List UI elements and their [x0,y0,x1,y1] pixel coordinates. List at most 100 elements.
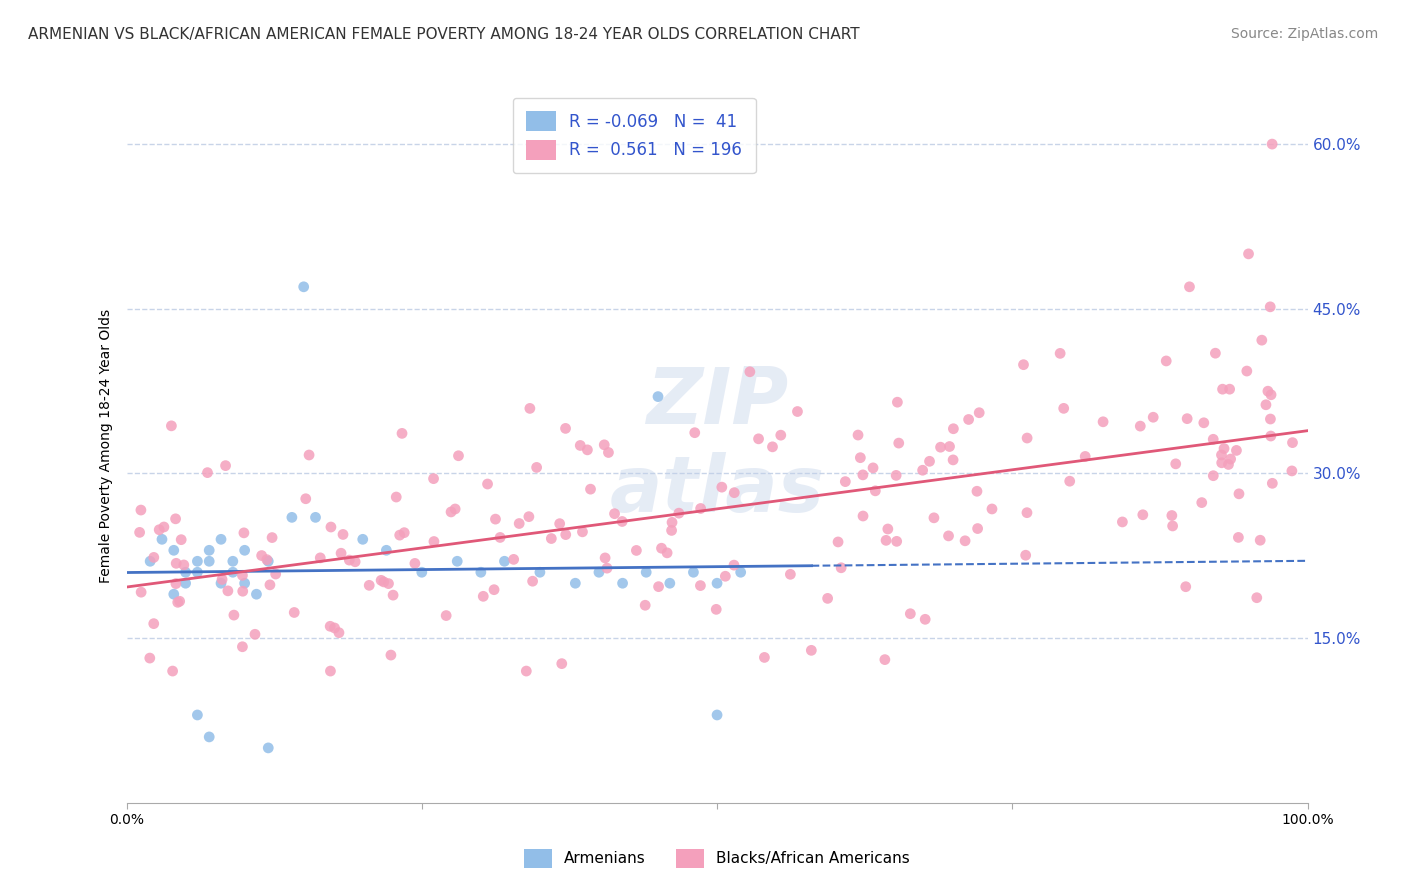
Point [634,599,657,613]
Point [769,428,792,442]
Point [375,543,398,558]
Point [1260,429,1282,443]
Point [319,520,342,534]
Point [1164,457,1187,471]
Point [217,583,239,598]
Point [163,543,186,558]
Point [588,566,610,580]
Point [626,543,648,558]
Point [873,652,896,666]
Point [1142,410,1164,425]
Point [129,503,152,517]
Point [380,648,402,662]
Point [1219,452,1241,467]
Point [603,507,626,521]
Point [887,436,910,450]
Point [876,522,898,536]
Point [849,450,872,465]
Point [444,502,467,516]
Point [579,482,602,496]
Point [706,708,728,723]
Point [262,531,284,545]
Point [1160,508,1182,523]
Point [165,512,187,526]
Point [1225,443,1247,458]
Point [612,515,634,529]
Point [714,569,737,583]
Point [385,490,408,504]
Point [422,472,444,486]
Point [938,440,960,454]
Point [1258,300,1281,314]
Point [165,576,187,591]
Point [967,406,990,420]
Point [153,520,176,534]
Point [170,533,193,547]
Point [953,533,976,548]
Point [1092,415,1115,429]
Point [1211,456,1233,470]
Point [1174,580,1197,594]
Point [382,588,405,602]
Point [1227,530,1250,544]
Point [1204,346,1226,360]
Point [292,280,315,294]
Point [650,541,672,556]
Point [683,425,706,440]
Point [163,587,186,601]
Point [852,467,875,482]
Point [222,608,245,623]
Point [1236,364,1258,378]
Point [564,576,586,591]
Point [1281,464,1303,478]
Point [160,418,183,433]
Point [373,574,395,589]
Point [554,527,576,541]
Point [1015,506,1038,520]
Point [738,365,761,379]
Point [1246,591,1268,605]
Point [1281,435,1303,450]
Point [256,552,278,566]
Point [942,422,965,436]
Point [548,516,571,531]
Point [214,458,236,473]
Point [245,587,267,601]
Point [222,566,245,580]
Point [576,442,599,457]
Point [186,554,208,568]
Point [596,561,619,575]
Point [434,608,457,623]
Point [304,510,326,524]
Point [294,491,316,506]
Point [243,627,266,641]
Point [344,555,367,569]
Point [1014,548,1036,562]
Point [502,552,524,566]
Point [139,554,162,568]
Point [519,401,541,416]
Point [647,580,669,594]
Point [489,531,512,545]
Point [257,740,280,755]
Point [710,480,733,494]
Point [884,468,907,483]
Point [817,591,839,606]
Point [1261,476,1284,491]
Point [298,448,321,462]
Point [689,578,711,592]
Point [612,576,634,591]
Point [730,566,752,580]
Point [706,576,728,591]
Point [423,534,446,549]
Point [593,550,616,565]
Point [482,582,505,597]
Point [1249,533,1271,548]
Point [231,640,253,654]
Point [198,543,221,558]
Point [827,535,849,549]
Point [337,553,360,567]
Point [392,525,415,540]
Point [1202,468,1225,483]
Point [309,550,332,565]
